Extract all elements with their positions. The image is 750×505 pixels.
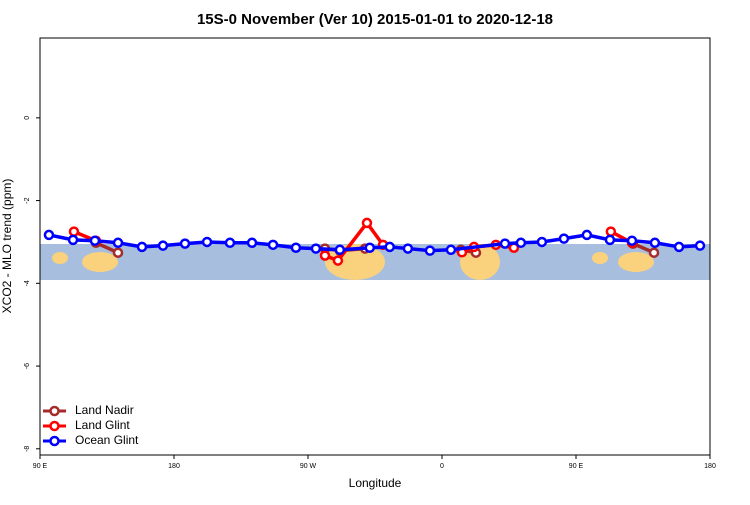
data-point: [445, 244, 457, 256]
legend-label: Ocean Glint: [75, 433, 139, 447]
data-point: [310, 243, 322, 254]
data-point: [424, 245, 436, 256]
plot-frame: [39, 37, 711, 456]
x-tick-label: 180: [168, 463, 180, 470]
data-point: [89, 235, 101, 246]
data-point: [332, 255, 344, 266]
data-point: [604, 234, 616, 246]
legend-label: Land Nadir: [75, 403, 134, 417]
x-tick-label: 90 W: [300, 463, 317, 470]
data-point: [648, 247, 660, 258]
chart-title: 15S-0 November (Ver 10) 2015-01-01 to 20…: [197, 11, 553, 28]
data-point: [605, 226, 617, 237]
data-point: [67, 234, 79, 246]
data-point: [224, 237, 236, 249]
data-point: [267, 239, 279, 251]
data-point: [649, 237, 661, 249]
series-line: [324, 220, 385, 263]
data-point: [112, 247, 124, 258]
y-tick-label: 0: [24, 116, 31, 120]
x-tick-label: 0: [440, 463, 444, 470]
data-point: [364, 242, 376, 253]
x-tick-label: 90 E: [569, 463, 584, 470]
data-point: [558, 233, 570, 244]
data-point: [694, 240, 706, 251]
data-point: [157, 240, 169, 251]
data-point: [581, 229, 593, 241]
y-tick-label: -4: [24, 280, 31, 286]
x-tick-label: 180: [704, 463, 716, 470]
legend-marker: [49, 435, 60, 447]
data-point: [136, 241, 148, 253]
x-axis-label: Longitude: [349, 476, 402, 490]
data-point: [334, 244, 346, 256]
data-point: [112, 237, 124, 249]
data-point: [499, 238, 511, 249]
x-tick-label: 90 E: [33, 463, 48, 470]
data-point: [361, 217, 373, 229]
data-point: [673, 241, 685, 253]
data-point: [319, 250, 331, 261]
data-point: [626, 235, 638, 246]
y-tick-label: -2: [24, 197, 31, 203]
data-point: [43, 229, 55, 241]
legend-label: Land Glint: [75, 418, 130, 432]
data-point: [179, 238, 191, 249]
data-point: [384, 241, 395, 253]
y-tick-label: -6: [24, 363, 31, 369]
y-axis-label: XCO2 - MLO trend (ppm): [0, 179, 14, 314]
data-point: [536, 236, 548, 248]
data-point: [290, 242, 302, 253]
y-tick-label: -8: [24, 446, 31, 452]
data-point: [402, 243, 414, 254]
legend-marker: [49, 420, 60, 432]
data-point: [68, 226, 80, 237]
data-point: [515, 237, 527, 249]
data-point: [201, 236, 213, 248]
legend-marker: [49, 405, 60, 417]
data-point: [246, 237, 258, 249]
